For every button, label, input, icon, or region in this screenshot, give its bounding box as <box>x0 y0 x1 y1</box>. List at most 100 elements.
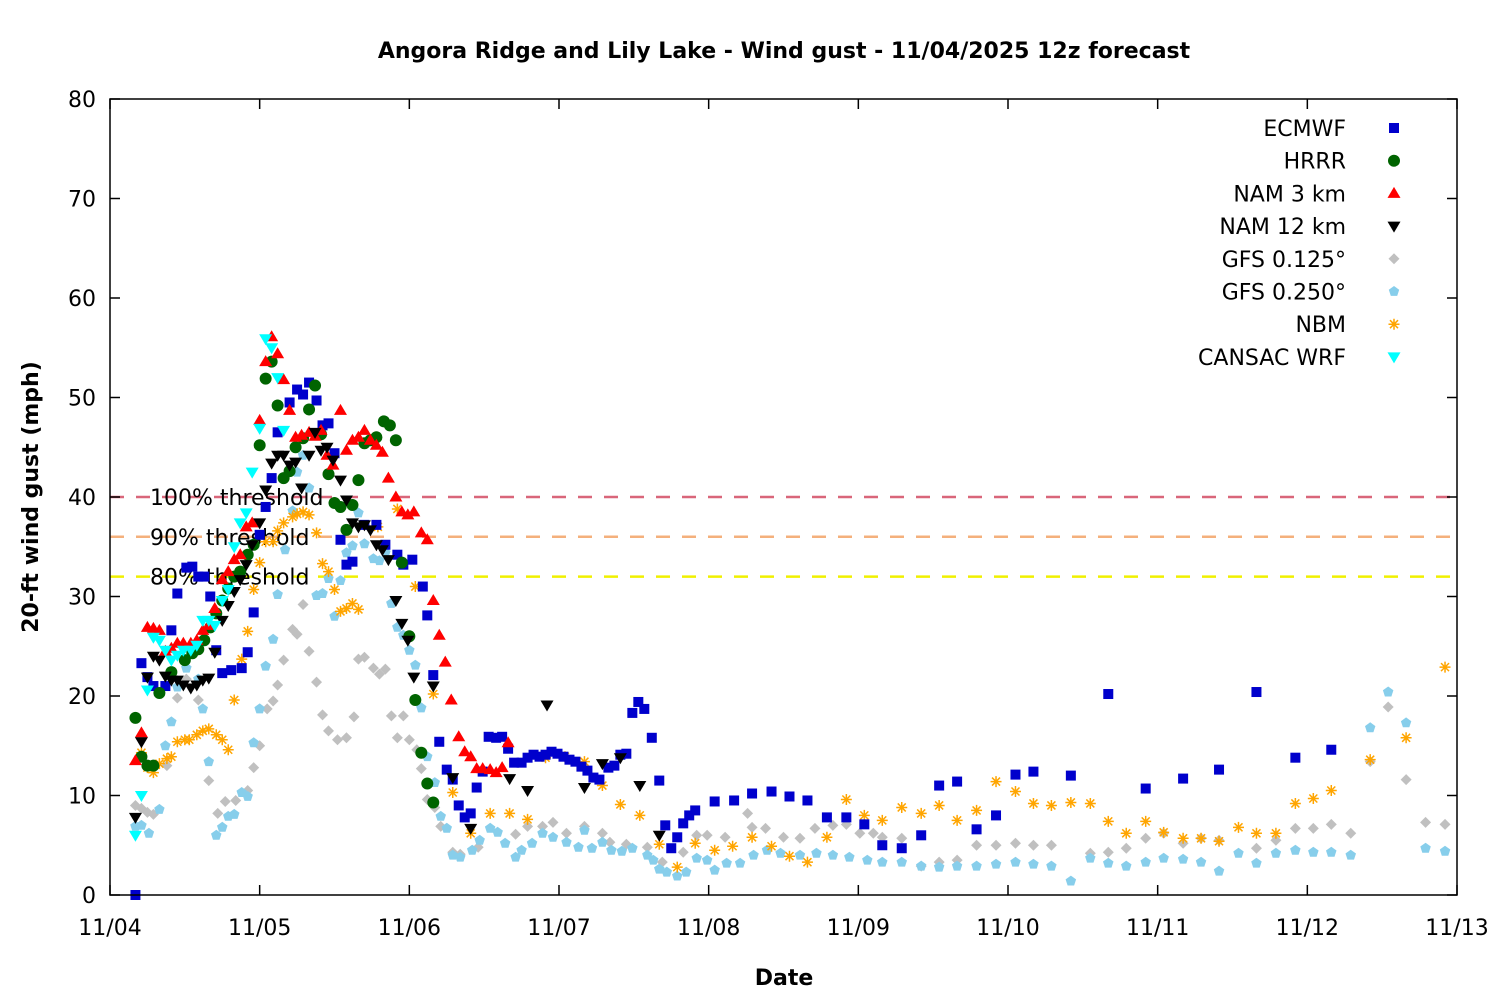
gfs-0-125-point <box>219 795 231 807</box>
nbm-point <box>614 798 626 810</box>
gfs-0-125-point <box>746 821 758 833</box>
ecmwf-point <box>934 780 945 791</box>
ecmwf-point <box>952 776 963 787</box>
gfs-0-250-point <box>154 803 165 814</box>
series-nam-12-km <box>128 427 666 842</box>
ecmwf-point <box>311 395 322 406</box>
nam-12-km-point <box>208 647 222 659</box>
ecmwf-point <box>558 751 569 762</box>
gfs-0-125-point <box>1400 774 1412 786</box>
nbm-point <box>689 837 701 849</box>
ecmwf-point <box>633 696 644 707</box>
nam-3-km-point <box>501 736 515 748</box>
cansac-wrf-point <box>265 343 279 355</box>
nam-12-km-point <box>426 681 440 693</box>
gfs-0-250-point <box>1085 852 1096 863</box>
ecmwf-point <box>684 810 695 821</box>
nam-3-km-point <box>363 433 377 445</box>
ecmwf-point <box>441 764 452 775</box>
ecmwf-point <box>471 782 482 793</box>
ecmwf-point <box>709 796 720 807</box>
nam-12-km-point <box>613 753 627 765</box>
gfs-0-250-point <box>794 849 806 860</box>
gfs-0-250-point <box>335 575 346 585</box>
hrrr-point <box>234 565 247 578</box>
ecmwf-point <box>266 473 277 484</box>
gfs-0-250-point <box>1121 860 1132 871</box>
gfs-0-250-point <box>1158 852 1169 863</box>
gfs-0-125-point <box>348 711 360 723</box>
nbm-point <box>334 605 346 617</box>
ecmwf-point <box>522 752 533 763</box>
y-tick-label: 30 <box>68 586 96 611</box>
gfs-0-125-point <box>971 839 983 851</box>
gfs-0-250-point <box>359 538 370 549</box>
gfs-0-250-point <box>537 827 548 838</box>
cansac-wrf-point <box>227 542 241 554</box>
nbm-point <box>1213 835 1225 847</box>
nbm-point <box>746 831 758 843</box>
gfs-0-125-point <box>794 832 806 844</box>
nbm-point <box>391 503 403 515</box>
nam-12-km-point <box>652 830 666 842</box>
ecmwf-point <box>627 707 638 718</box>
gfs-0-125-point <box>809 822 821 834</box>
nbm-point <box>990 776 1002 788</box>
gfs-0-125-point <box>1289 822 1301 834</box>
nbm-point <box>323 566 335 578</box>
ecmwf-point <box>254 529 265 540</box>
nbm-point <box>311 527 323 539</box>
gfs-0-250-point <box>248 737 259 748</box>
gfs-0-250-point <box>404 644 415 655</box>
ecmwf-point <box>594 774 605 785</box>
nbm-point <box>210 729 222 741</box>
nbm-point <box>727 840 739 852</box>
gfs-0-250-point <box>160 740 171 751</box>
nam-12-km-point <box>253 518 267 530</box>
nam-3-km-point <box>339 443 353 455</box>
x-tick-label: 11/12 <box>1276 916 1339 941</box>
cansac-wrf-point <box>239 508 253 520</box>
gfs-0-250-point <box>701 854 713 865</box>
ecmwf-point <box>217 668 228 679</box>
nbm-point <box>1120 827 1132 839</box>
ecmwf-point <box>242 647 253 658</box>
nbm-point <box>522 813 534 825</box>
ecmwf-point <box>576 761 587 772</box>
gfs-0-250-point <box>1028 858 1039 869</box>
gfs-0-250-point <box>709 864 720 875</box>
gfs-0-250-point <box>1065 875 1077 886</box>
gfs-0-250-point <box>1382 686 1394 697</box>
nam-12-km-point <box>176 680 190 692</box>
ecmwf-point <box>690 805 701 816</box>
ecmwf-point <box>859 819 870 830</box>
nbm-point <box>1084 797 1096 809</box>
nam-3-km-point <box>452 730 466 742</box>
nbm-point <box>191 729 203 741</box>
ecmwf-point <box>729 795 740 806</box>
ecmwf-point <box>654 775 665 786</box>
cansac-wrf-point <box>184 645 198 657</box>
legend-label: NAM 12 km <box>1219 215 1346 240</box>
gfs-0-125-point <box>1140 832 1152 844</box>
ecmwf-point <box>991 810 1002 821</box>
hrrr-point <box>346 498 359 511</box>
x-tick-label: 11/04 <box>78 916 141 941</box>
hrrr-point <box>309 379 322 392</box>
hrrr-point <box>409 693 422 706</box>
nam-3-km-point <box>233 548 247 560</box>
nbm-point <box>254 557 266 569</box>
gfs-0-125-point <box>248 762 260 774</box>
gfs-0-250-point <box>197 703 208 714</box>
nam-12-km-point <box>339 495 353 507</box>
nam-3-km-point <box>426 593 440 605</box>
gfs-0-250-point <box>597 836 608 847</box>
gfs-0-250-point <box>203 756 214 767</box>
ecmwf-point <box>422 610 433 621</box>
gfs-0-125-point <box>254 740 266 752</box>
ecmwf-point <box>564 754 575 765</box>
ecmwf-point <box>304 377 315 388</box>
nam-12-km-point <box>320 442 334 454</box>
ecmwf-point <box>136 658 147 669</box>
cansac-wrf-point <box>208 620 222 632</box>
